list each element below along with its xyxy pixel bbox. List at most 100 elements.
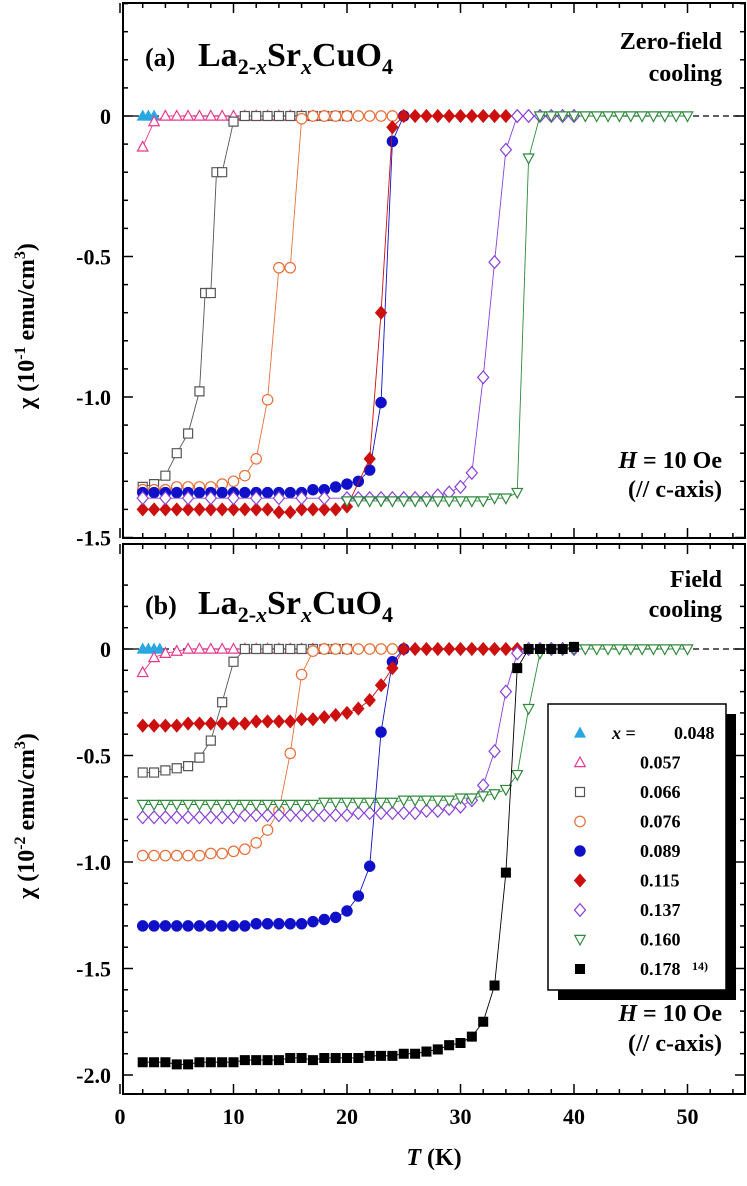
panel-a-point-0.137 [318,490,331,506]
panel-b-point-0.178 [534,643,545,655]
panel-b-point-0.066 [273,643,285,655]
panel-b-point-0.115 [318,710,331,725]
panel-b-point-0.137 [204,810,218,825]
panel-b-series-0.178 [137,641,580,1070]
panel-a-point-0.076 [318,110,331,122]
panel-b-point-0.178 [568,641,580,652]
panel-b-point-0.089 [227,920,240,932]
panel-b-point-0.066 [251,643,262,655]
panel-a-ytick-label: -0.5 [76,245,111,270]
panel-b-point-0.076 [227,845,240,858]
panel-b-point-0.160 [579,644,592,656]
panel-b-condition-line1: Field [670,567,723,593]
panel-b-point-0.089 [375,726,387,738]
panel-a-ytick-label: -1.5 [76,526,111,551]
panel-a-point-0.160 [556,111,569,123]
panel-b-point-0.160 [295,799,308,812]
panel-a-point-0.115 [215,502,229,517]
panel-a-point-0.076 [329,110,342,122]
panel-a-point-0.066 [251,110,262,122]
panel-b-series-0.066 [137,643,353,778]
panel-a-point-0.089 [307,484,319,496]
panel-a-point-0.089 [375,396,387,409]
panel-b-point-0.089 [205,920,217,932]
panel-b-point-0.076 [182,849,194,862]
panel-b-point-0.137 [136,810,149,825]
panel-b-point-0.115 [465,641,479,657]
panel-a-point-0.115 [431,108,444,124]
panel-a-point-0.066 [217,167,228,178]
panel-b-point-0.137 [329,807,342,823]
panel-a-point-0.076 [295,112,308,125]
legend-marker-0.057 [573,755,587,768]
panel-a-ylabel: χ (10-1 emu/cm3) [12,243,40,410]
panel-b-series-0.160 [136,644,694,812]
panel-b-point-0.178 [262,1055,273,1066]
panel-b-point-0.160 [227,799,240,812]
panel-b-point-0.178 [376,1050,387,1061]
panel-a-point-0.160 [431,496,445,508]
panel-a-point-0.076 [273,261,285,274]
panel-b-point-0.160 [454,793,467,805]
panel-b-point-0.178 [330,1052,341,1063]
legend-label-0.115: 0.115 [640,871,680,891]
panel-a-point-0.160 [386,496,399,508]
panel-b-point-0.115 [363,693,376,708]
panel-a-condition-line1: Zero-field [620,29,723,55]
panel-b-ytick-label: -1.5 [76,957,111,982]
panel-b-point-0.137 [159,810,172,825]
panel-b-point-0.076 [159,849,172,862]
panel-b-ytick-label: -0.5 [76,744,111,769]
legend-marker-0.089 [574,845,586,857]
panel-b-point-0.115 [204,716,217,731]
panel-b-point-0.137 [147,810,161,825]
panel-b-point-0.160 [590,644,603,656]
panel-a-point-0.115 [181,502,195,517]
panel-a-point-0.066 [194,386,205,397]
xtick-label: 0 [115,1104,126,1129]
legend-label-0.178: 0.178 [640,959,681,979]
panel-b-point-0.115 [215,716,229,731]
panel-a-point-0.089 [352,475,365,488]
panel-b-series-0.137-line [142,648,574,818]
panel-a-series-0.160-line [347,115,688,502]
panel-b-point-0.115 [306,712,320,727]
panel-b-point-0.115 [227,716,240,731]
panel-a-point-0.115 [306,502,320,517]
panel-a-point-0.160 [590,111,603,123]
panel-b-point-0.160 [420,795,433,807]
panel-b-point-0.160 [272,799,286,812]
panel-a-point-0.076 [307,110,319,122]
panel-b-point-0.178 [205,1057,216,1068]
panel-a-point-0.160 [442,496,456,508]
panel-b-point-0.137 [283,807,297,823]
panel-b-point-0.160 [647,644,660,656]
panel-b-point-0.115 [431,641,444,657]
panel-a-point-0.160 [363,496,376,508]
legend-label-0.057: 0.057 [640,753,681,773]
panel-b-point-0.089 [318,913,331,926]
xtick-label: 20 [336,1104,358,1129]
panel-b-point-0.178 [523,643,534,655]
panel-a-point-0.066 [205,287,216,299]
panel-a-point-0.137 [249,490,263,506]
panel-b-point-0.160 [238,799,252,812]
panel-b-point-0.160 [488,789,501,801]
panel-a-point-0.160 [545,111,558,123]
panel-a-point-0.137 [136,490,149,506]
panel-b-point-0.137 [181,810,195,825]
panel-b-point-0.115 [340,705,354,720]
panel-a-point-0.115 [477,108,490,124]
panel-b-ytick-label: -1.0 [76,850,111,875]
panel-b-point-0.178 [285,1052,296,1063]
panel-a-series-0.076-line [142,115,404,491]
panel-b-point-0.178 [273,1055,284,1066]
panel-b-point-0.178 [137,1057,148,1068]
panel-a-series-0.160 [340,111,694,508]
panel-a-frame [122,2,746,539]
panel-a-point-0.057 [170,109,183,121]
panel-b-point-0.160 [465,793,479,805]
panel-a-point-0.115 [136,502,149,517]
